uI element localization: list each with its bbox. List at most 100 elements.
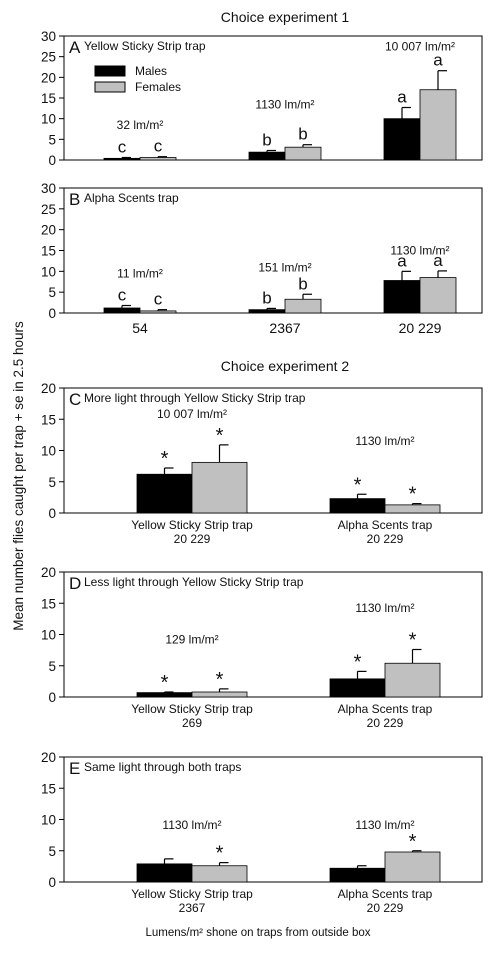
bar-males bbox=[329, 867, 386, 883]
panel-title: Alpha Scents trap bbox=[84, 191, 179, 205]
significance-letter: c bbox=[154, 290, 163, 309]
y-tick-label: 15 bbox=[41, 412, 56, 427]
bar-males bbox=[103, 157, 141, 161]
y-tick-label: 0 bbox=[48, 153, 56, 168]
panel-a: 0 5 10 15 20 25 30 A Yellow Sticky Strip trap c b a… bbox=[41, 29, 483, 168]
lumens-annotation: 1130 lm/m² bbox=[162, 818, 221, 832]
significance-letter: b bbox=[298, 274, 307, 293]
legend-label-females: Females bbox=[135, 80, 181, 94]
bar-females bbox=[384, 662, 441, 698]
panel-title: Yellow Sticky Strip trap bbox=[84, 39, 206, 53]
x-tick-label: 269 bbox=[182, 716, 202, 730]
lumens-annotation: 11 lm/m² bbox=[117, 267, 163, 281]
bar-females bbox=[284, 146, 322, 161]
lumens-annotation: 1130 lm/m² bbox=[255, 97, 314, 111]
x-tick-label: 20 229 bbox=[367, 532, 404, 546]
panel-title: More light through Yellow Sticky Strip t… bbox=[84, 391, 306, 405]
panel-letter: C bbox=[69, 390, 81, 409]
y-tick-label: 5 bbox=[48, 132, 56, 147]
significance-letter: b bbox=[298, 125, 307, 144]
panel-letter: B bbox=[69, 190, 80, 209]
y-tick-label: 0 bbox=[48, 690, 56, 705]
significance-star: * bbox=[161, 448, 169, 470]
bar-males bbox=[248, 151, 286, 161]
y-tick-label: 25 bbox=[41, 50, 56, 65]
lumens-annotation: 129 lm/m² bbox=[165, 632, 218, 646]
bar-females bbox=[191, 865, 248, 883]
bar-males bbox=[383, 280, 421, 314]
y-tick-label: 15 bbox=[41, 91, 56, 106]
x-tick-label: Alpha Scents trap bbox=[338, 887, 433, 901]
y-tick-label: 5 bbox=[48, 285, 56, 300]
x-tick-label: Alpha Scents trap bbox=[338, 518, 433, 532]
y-tick-label: 5 bbox=[48, 659, 56, 674]
panel-e: 0 5 10 15 20 E Same light through both traps * *… bbox=[41, 750, 483, 915]
panel-title: Same light through both traps bbox=[84, 760, 241, 774]
bar-males bbox=[103, 307, 141, 314]
y-tick-label: 0 bbox=[48, 875, 56, 890]
section-title-1: Choice experiment 1 bbox=[221, 9, 350, 25]
y-tick-label: 10 bbox=[41, 112, 56, 127]
significance-star: * bbox=[216, 843, 224, 865]
y-tick-label: 10 bbox=[41, 628, 56, 643]
x-tick-label: Yellow Sticky Strip trap bbox=[131, 518, 253, 532]
significance-star: * bbox=[354, 474, 362, 496]
panel-b: 0 5 10 15 20 25 30 B Alpha Scents trap c b a c b a 11 l… bbox=[41, 181, 483, 336]
x-axis-label: Lumens/m² shone on traps from outside bo… bbox=[145, 927, 370, 939]
plot-frame bbox=[63, 387, 483, 514]
panel-letter: D bbox=[69, 574, 81, 593]
x-tick-label: 20 229 bbox=[399, 320, 442, 336]
y-tick-label: 20 bbox=[41, 750, 56, 765]
lumens-annotation: 1130 lm/m² bbox=[355, 601, 414, 615]
lumens-annotation: 1130 lm/m² bbox=[390, 244, 449, 258]
y-tick-label: 5 bbox=[48, 844, 56, 859]
lumens-annotation: 32 lm/m² bbox=[117, 118, 164, 132]
bar-females bbox=[419, 89, 457, 161]
significance-star: * bbox=[409, 484, 417, 506]
y-tick-label: 15 bbox=[41, 244, 56, 259]
bar-males bbox=[329, 678, 386, 698]
x-tick-label: Alpha Scents trap bbox=[338, 702, 433, 716]
y-tick-label: 20 bbox=[41, 565, 56, 580]
significance-letter: a bbox=[433, 251, 443, 270]
y-tick-label: 0 bbox=[48, 306, 56, 321]
bar-males bbox=[136, 473, 193, 514]
bar-females bbox=[191, 691, 248, 698]
x-tick-label: 20 229 bbox=[367, 716, 404, 730]
lumens-annotation: 10 007 lm/m² bbox=[157, 407, 227, 421]
legend-swatch-males bbox=[94, 65, 126, 77]
y-tick-label: 0 bbox=[48, 506, 56, 521]
y-tick-label: 25 bbox=[41, 202, 56, 217]
bar-females bbox=[384, 851, 441, 883]
y-tick-label: 10 bbox=[41, 264, 56, 279]
y-tick-label: 30 bbox=[41, 181, 56, 196]
significance-letter: a bbox=[397, 88, 407, 107]
x-tick-label: 20 229 bbox=[367, 901, 404, 915]
significance-star: * bbox=[216, 669, 224, 691]
panel-c: 0 5 10 15 20 C More light through Yellow Stick… bbox=[41, 381, 483, 546]
y-tick-label: 5 bbox=[48, 475, 56, 490]
y-tick-label: 15 bbox=[41, 781, 56, 796]
legend-swatch-females bbox=[94, 81, 126, 93]
panel-d: 0 5 10 15 20 D Less light through Yellow Stick… bbox=[41, 565, 483, 730]
panel-letter: A bbox=[69, 38, 81, 57]
y-axis-label: Mean number flies caught per trap + se i… bbox=[11, 321, 26, 631]
panel-title: Less light through Yellow Sticky Strip t… bbox=[84, 575, 304, 589]
y-tick-label: 20 bbox=[41, 381, 56, 396]
significance-letter: b bbox=[262, 130, 271, 149]
bar-males bbox=[329, 498, 386, 514]
significance-letter: c bbox=[118, 286, 127, 305]
bar-females bbox=[384, 504, 441, 514]
y-tick-label: 10 bbox=[41, 813, 56, 828]
lumens-annotation: 1130 lm/m² bbox=[355, 434, 414, 448]
bar-females bbox=[191, 461, 248, 514]
significance-star: * bbox=[161, 672, 169, 694]
x-tick-label: 2367 bbox=[179, 901, 206, 915]
y-tick-label: 30 bbox=[41, 29, 56, 44]
legend-label-males: Males bbox=[135, 64, 167, 78]
bar-females bbox=[139, 310, 177, 314]
significance-star: * bbox=[216, 425, 224, 447]
lumens-annotation: 151 lm/m² bbox=[258, 260, 311, 274]
